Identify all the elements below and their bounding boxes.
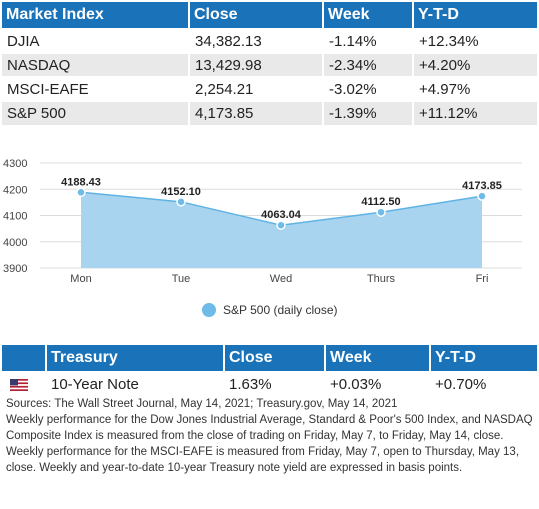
- series-area: [81, 192, 482, 268]
- footnotes: Sources: The Wall Street Journal, May 14…: [6, 396, 536, 476]
- index-week: -1.14%: [323, 28, 414, 53]
- treasury-close: 1.63%: [224, 371, 326, 397]
- header-ytd: Y-T-D: [413, 2, 537, 29]
- x-tick-label: Fri: [476, 273, 489, 285]
- treasury-table: Treasury Close Week Y-T-D 10-Year Note 1…: [2, 345, 537, 397]
- data-point: [477, 191, 487, 201]
- data-point: [176, 197, 186, 207]
- data-label: 4188.43: [61, 176, 101, 188]
- sp500-chart: 4300 4200 4100 4000 3900 4188.43 4152.10 4063.0…: [0, 150, 539, 330]
- header-week: Week: [325, 345, 431, 371]
- header-close: Close: [189, 2, 324, 29]
- us-flag-icon: [10, 378, 28, 391]
- data-point: [276, 220, 286, 230]
- header-close: Close: [224, 345, 326, 371]
- index-close: 34,382.13: [189, 28, 324, 53]
- data-label: 4112.50: [361, 196, 400, 208]
- methodology-text: Weekly performance for the Dow Jones Ind…: [6, 414, 533, 474]
- data-label: 4173.85: [462, 180, 502, 192]
- market-index-table: Market Index Close Week Y-T-D DJIA 34,38…: [2, 2, 537, 125]
- index-name: DJIA: [2, 28, 190, 53]
- header-ytd: Y-T-D: [430, 345, 537, 371]
- sp500-area-chart: 4300 4200 4100 4000 3900 4188.43 4152.10 4063.0…: [3, 158, 522, 285]
- table-row: S&P 500 4,173.85 -1.39% +11.12%: [2, 100, 537, 125]
- x-tick-label: Tue: [172, 273, 191, 285]
- header-market-index: Market Index: [2, 2, 190, 29]
- table-row: 10-Year Note 1.63% +0.03% +0.70%: [2, 371, 537, 397]
- index-ytd: +11.12%: [413, 100, 537, 125]
- index-close: 4,173.85: [189, 100, 324, 125]
- index-close: 2,254.21: [189, 76, 324, 101]
- index-week: -3.02%: [323, 76, 414, 101]
- y-tick-label: 4300: [3, 158, 27, 170]
- data-label: 4152.10: [161, 186, 201, 198]
- data-point: [376, 207, 386, 217]
- index-name: MSCI-EAFE: [2, 76, 190, 101]
- index-ytd: +12.34%: [413, 28, 537, 53]
- y-tick-label: 3900: [3, 263, 27, 275]
- x-tick-label: Wed: [270, 273, 292, 285]
- sources-text: Sources: The Wall Street Journal, May 14…: [6, 398, 398, 410]
- legend-label: S&P 500 (daily close): [223, 303, 338, 317]
- treasury-week: +0.03%: [325, 371, 431, 397]
- header-treasury: Treasury: [46, 345, 225, 371]
- legend-marker: [202, 303, 216, 317]
- data-point: [76, 187, 86, 198]
- index-close: 13,429.98: [189, 52, 324, 77]
- treasury-name: 10-Year Note: [46, 371, 225, 397]
- x-tick-label: Thurs: [367, 273, 396, 285]
- index-week: -1.39%: [323, 100, 414, 125]
- table-row: MSCI-EAFE 2,254.21 -3.02% +4.97%: [2, 76, 537, 101]
- table-row: NASDAQ 13,429.98 -2.34% +4.20%: [2, 52, 537, 77]
- data-label: 4063.04: [261, 209, 302, 221]
- index-week: -2.34%: [323, 52, 414, 77]
- y-tick-label: 4200: [3, 184, 27, 196]
- header-week: Week: [323, 2, 414, 29]
- market-header-row: Market Index Close Week Y-T-D: [2, 2, 537, 29]
- treasury-ytd: +0.70%: [435, 375, 487, 393]
- index-ytd: +4.20%: [413, 52, 537, 77]
- treasury-header-row: Treasury Close Week Y-T-D: [2, 345, 537, 371]
- index-ytd: +4.97%: [413, 76, 537, 101]
- index-name: NASDAQ: [2, 52, 190, 77]
- table-row: DJIA 34,382.13 -1.14% +12.34%: [2, 28, 537, 53]
- x-tick-label: Mon: [70, 273, 91, 285]
- flag-cell: [2, 371, 47, 397]
- chart-legend: S&P 500 (daily close): [0, 301, 539, 319]
- index-name: S&P 500: [2, 100, 190, 125]
- header-flag: [2, 345, 47, 371]
- y-tick-label: 4000: [3, 237, 27, 249]
- y-tick-label: 4100: [3, 211, 27, 223]
